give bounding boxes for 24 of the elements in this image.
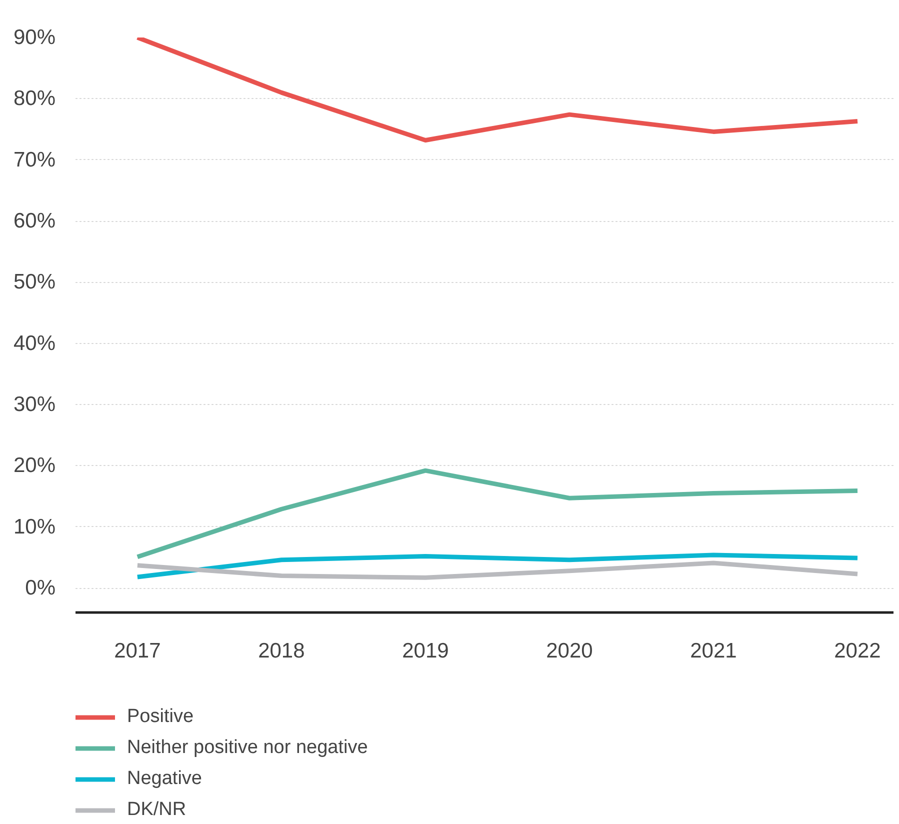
y-tick-label: 0%	[25, 576, 56, 600]
legend-label: Negative	[127, 768, 202, 790]
x-tick-label: 2018	[258, 640, 305, 662]
x-tick-label: 2022	[834, 640, 881, 662]
y-tick-label: 70%	[13, 148, 56, 172]
y-tick-label: 50%	[13, 270, 56, 294]
line-series	[135, 38, 860, 143]
line-series	[135, 468, 860, 560]
x-tick-label: 2019	[402, 640, 449, 662]
y-tick-label: 20%	[13, 454, 56, 478]
line-series	[135, 560, 860, 580]
line-series	[135, 552, 860, 580]
y-tick-label: 90%	[13, 26, 56, 49]
x-tick-label: 2020	[546, 640, 593, 662]
y-tick-label: 60%	[13, 210, 56, 233]
y-tick-label: 80%	[13, 87, 56, 110]
y-tick-label: 10%	[13, 515, 56, 538]
x-tick-label: 2017	[114, 640, 161, 662]
y-tick-label: 30%	[13, 393, 56, 416]
y-tick-label: 40%	[13, 332, 56, 355]
legend-label: Neither positive nor negative	[127, 737, 368, 759]
legend-label: DK/NR	[127, 799, 186, 821]
legend-label: Positive	[127, 706, 194, 728]
x-tick-label: 2021	[690, 640, 737, 662]
